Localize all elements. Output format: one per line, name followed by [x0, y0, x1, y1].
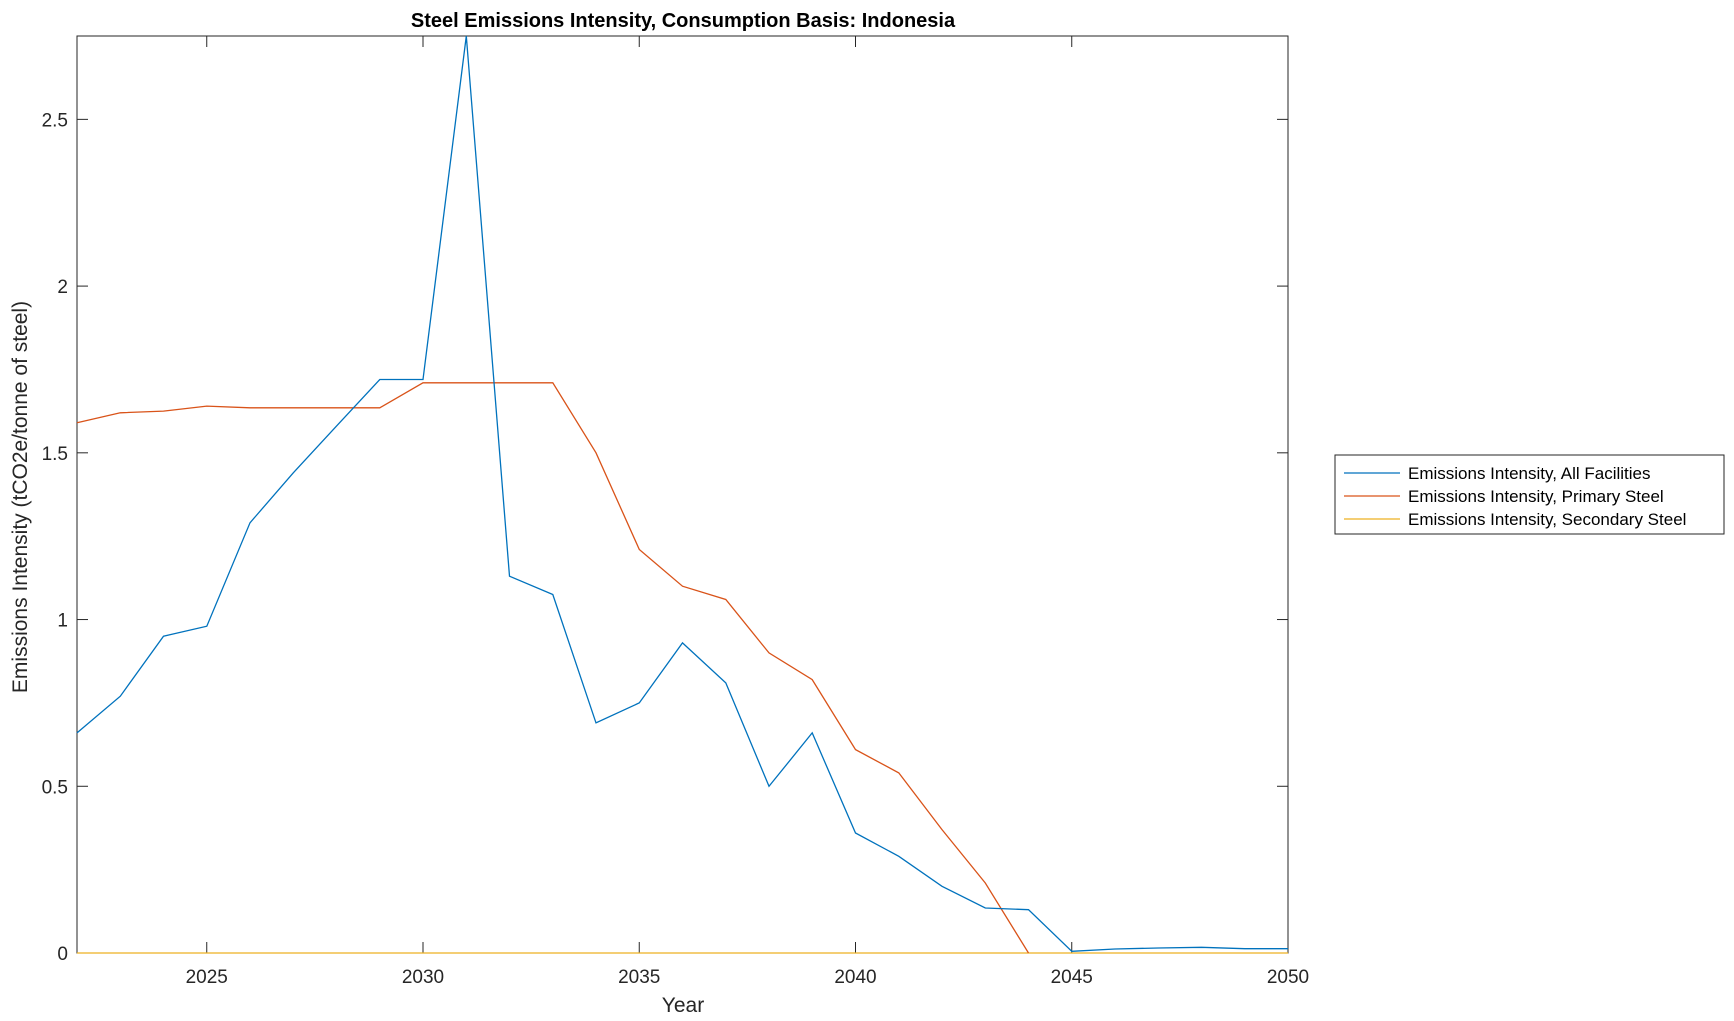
y-axis-label: Emissions Intensity (tCO2e/tonne of stee…: [9, 301, 32, 693]
x-tick-label: 2050: [1267, 967, 1309, 988]
x-tick-label: 2040: [834, 967, 876, 988]
legend-box: [1334, 454, 1725, 535]
chart-title: Steel Emissions Intensity, Consumption B…: [411, 10, 956, 32]
x-tick-label: 2035: [618, 967, 660, 988]
y-tick-label: 2: [57, 277, 68, 298]
series-line-2: [76, 382, 1030, 954]
x-axis-ticks: 2025 2030 2035 2040 2045 2050: [186, 36, 1309, 988]
legend-label-1: Emissions Intensity, All Facilities: [1408, 464, 1650, 483]
y-tick-label: 2.5: [42, 110, 68, 131]
y-axis-ticks: 0 0.5 1 1.5 2 2.5: [42, 110, 1288, 965]
legend-label-2: Emissions Intensity, Primary Steel: [1408, 487, 1664, 506]
axes-box: [76, 35, 1289, 954]
x-tick-label: 2030: [402, 967, 444, 988]
y-tick-label: 1: [57, 611, 68, 632]
plot-area: 2025 2030 2035 2040 2045 2050 0 0.5 1 1.5 2 2.5: [42, 35, 1309, 988]
x-tick-label: 2045: [1051, 967, 1093, 988]
x-axis-label: Year: [662, 994, 704, 1017]
y-tick-label: 0.5: [42, 777, 68, 798]
series-lines: [76, 35, 1288, 954]
x-tick-label: 2025: [186, 967, 228, 988]
legend-label-3: Emissions Intensity, Secondary Steel: [1408, 510, 1686, 529]
y-tick-label: 0: [57, 944, 68, 965]
legend: Emissions Intensity, All Facilities Emiss…: [1334, 454, 1725, 535]
series-line-1: [76, 35, 1288, 952]
y-tick-label: 1.5: [42, 444, 68, 465]
